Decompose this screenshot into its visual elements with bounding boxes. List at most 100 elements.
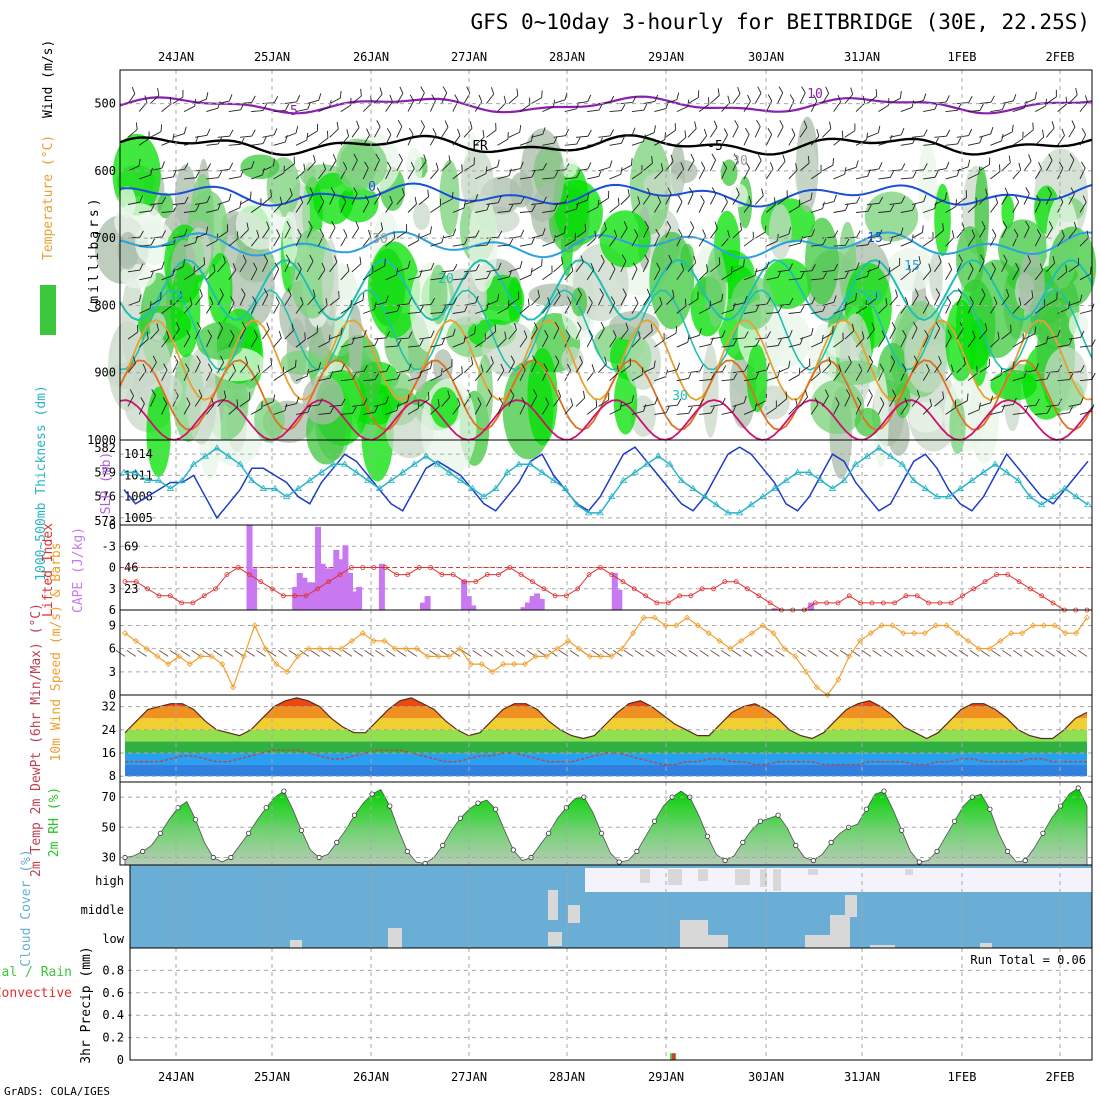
wind-barb-flag <box>979 103 984 111</box>
wind-barb-shaft <box>161 211 174 213</box>
wind-barb <box>1068 221 1077 239</box>
wind-barb-shaft <box>385 345 398 348</box>
wind-barb-shaft <box>542 241 554 247</box>
wind-barb-flag <box>778 86 784 93</box>
wind-barb-flag <box>935 321 941 329</box>
wind-barb <box>362 161 369 180</box>
wind-barb <box>586 199 600 213</box>
wind-barb-flag <box>867 238 872 245</box>
wind-barb <box>127 158 141 172</box>
wind-barb-shaft <box>698 201 705 213</box>
wind-barb-flag <box>308 220 313 228</box>
precip-tick-label: 0.8 <box>102 963 124 977</box>
wind-barb <box>967 296 974 314</box>
wind-barb-flag <box>444 120 449 128</box>
wind-barb-flag <box>938 355 942 364</box>
wind-barb <box>1057 96 1068 112</box>
wind-barb <box>194 288 203 306</box>
bottom-date-label: 29JAN <box>648 1070 684 1084</box>
wind-barb-flag <box>613 229 618 237</box>
wind-barb-shaft <box>273 141 286 146</box>
wind-barb-shaft <box>262 364 272 374</box>
thickness-point <box>886 452 895 459</box>
wind-barb-shaft <box>127 129 138 138</box>
wind-barb <box>777 154 786 172</box>
wind-barb-flag <box>900 127 905 135</box>
wind-barb <box>900 203 916 213</box>
wind-barb-flag <box>1048 153 1053 161</box>
wind-barb-flag <box>713 120 718 128</box>
lifted-index-point <box>1039 593 1045 599</box>
wind-barb-flag <box>935 288 941 295</box>
wind-barb <box>452 94 459 112</box>
thickness-point <box>306 476 314 483</box>
wind-barb <box>553 129 570 138</box>
wind-barb <box>732 395 747 407</box>
surface-wind-barb <box>656 650 666 657</box>
wind-barb-flag <box>351 336 355 344</box>
lifted-index-point <box>360 565 366 570</box>
wind-barb-shaft <box>329 128 339 138</box>
wind-barb-flag <box>435 162 439 170</box>
lifted-index-point <box>179 600 185 606</box>
wind-barb-shaft <box>609 110 622 113</box>
wind-barb-shaft <box>407 203 417 213</box>
wind-barb-flag <box>788 227 792 235</box>
wind-barb-shaft <box>777 126 784 138</box>
rh-shade-cell <box>282 211 298 267</box>
wind-barb-shaft <box>306 261 314 273</box>
wind-speed-point <box>186 661 193 668</box>
wind-barb-flag <box>908 264 911 273</box>
wind-barb <box>217 193 232 205</box>
wind-barb-shaft <box>609 372 619 382</box>
wind-barb <box>1012 297 1022 314</box>
wind-barb-shaft <box>1035 412 1048 415</box>
wind-barb-flag <box>690 221 695 228</box>
wind-barb-flag <box>637 196 641 204</box>
wind-barb <box>508 389 515 407</box>
wind-barb-flag <box>697 291 699 299</box>
thickness-point <box>294 484 302 491</box>
wind-speed-point <box>402 645 410 652</box>
rh2m-point <box>193 817 199 823</box>
wind-barb-flag <box>1035 398 1040 406</box>
rh-shade-cell <box>864 191 919 242</box>
rh2m-point <box>810 857 817 864</box>
wind-barb-shaft <box>430 205 441 213</box>
wind-barb-flag <box>510 355 515 363</box>
wind-barb-flag <box>610 296 616 303</box>
wind-barb-shaft <box>855 403 862 415</box>
wind-barb-shaft <box>138 403 145 415</box>
surface-wind-barb <box>494 650 504 657</box>
wind-barb <box>542 265 553 281</box>
wind-barb-flag <box>389 195 393 203</box>
wind-barb-flag <box>156 323 159 331</box>
wind-barb <box>351 329 367 340</box>
wind-barb-flag <box>653 360 656 368</box>
surface-wind-barb <box>159 650 169 657</box>
lifted-index-point <box>903 593 909 599</box>
surface-wind-barb <box>331 650 342 657</box>
wind-barb <box>1079 161 1086 180</box>
wind-barb-shaft <box>967 110 980 113</box>
wind-barb-flag <box>553 204 558 211</box>
wind-barb-shaft <box>1068 301 1081 306</box>
rh-shade-cell <box>609 310 660 341</box>
wind-barb <box>945 329 952 348</box>
wind-speed-point <box>684 614 691 621</box>
wind-barb-flag <box>441 271 446 279</box>
wind-barb-shaft <box>329 261 338 273</box>
wind-barb <box>262 221 270 239</box>
wind-barb-flag <box>1086 230 1089 238</box>
wind-barb-flag <box>180 290 183 298</box>
wind-barb-flag <box>452 328 456 336</box>
wind-barb-shaft <box>732 194 740 205</box>
cape-bar <box>310 582 317 610</box>
thickness-point <box>759 492 767 500</box>
wind-barb-flag <box>503 95 507 103</box>
wind-barb <box>900 264 911 281</box>
wind-barb <box>687 187 694 205</box>
wind-barb <box>340 229 348 247</box>
wind-barb-flag <box>419 339 424 346</box>
wind-barb <box>564 232 576 247</box>
